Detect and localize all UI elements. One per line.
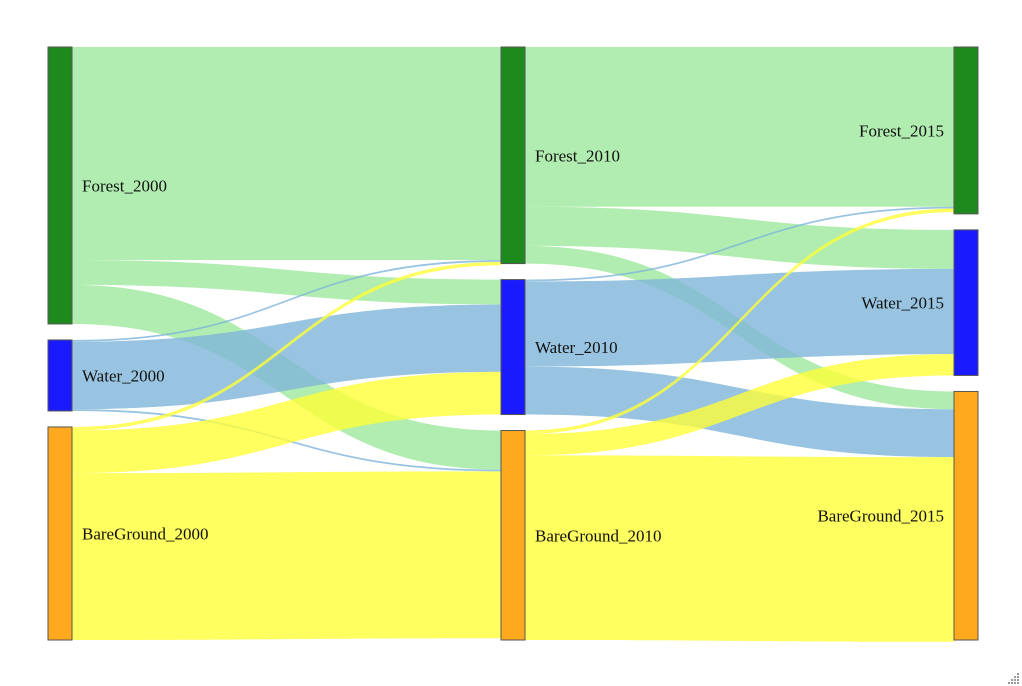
node-label-Forest_2010: Forest_2010 [535, 146, 620, 165]
link-BareGround_2000-to-Forest_2010[interactable] [72, 261, 501, 431]
link-BareGround_2000-to-Water_2010[interactable] [72, 371, 501, 474]
node-Forest_2015[interactable] [953, 46, 979, 215]
node-Water_2010[interactable] [500, 279, 526, 416]
node-Water_2015[interactable] [953, 229, 979, 376]
node-label-BareGround_2000: BareGround_2000 [82, 524, 209, 543]
resize-handle-icon[interactable] [1006, 670, 1020, 684]
link-Forest_2000-to-Water_2010[interactable] [72, 260, 501, 305]
labels-layer: Forest_2000 Water_2000 BareGround_2000 Fore… [82, 121, 944, 545]
link-Water_2010-to-Water_2015[interactable] [525, 268, 954, 367]
link-Forest_2010-to-Water_2015[interactable] [525, 206, 954, 269]
nodes-layer [47, 46, 979, 641]
link-BareGround_2010-to-Forest_2015[interactable] [525, 208, 954, 435]
node-Water_2000[interactable] [47, 339, 73, 412]
link-Forest_2000-to-Forest_2010[interactable] [72, 47, 501, 261]
link-BareGround_2010-to-Water_2015[interactable] [525, 354, 954, 456]
node-label-Forest_2000: Forest_2000 [82, 176, 167, 195]
node-label-BareGround_2010: BareGround_2010 [535, 526, 662, 545]
link-Water_2000-to-Forest_2010[interactable] [72, 260, 501, 342]
node-label-Forest_2015: Forest_2015 [859, 121, 944, 140]
node-BareGround_2010[interactable] [500, 430, 526, 641]
link-BareGround_2000-to-BareGround_2010[interactable] [72, 471, 501, 640]
node-BareGround_2000[interactable] [47, 426, 73, 641]
link-Water_2010-to-Forest_2015[interactable] [525, 206, 954, 282]
node-label-Water_2010: Water_2010 [535, 338, 618, 357]
node-label-Water_2000: Water_2000 [82, 366, 165, 385]
node-Forest_2010[interactable] [500, 46, 526, 265]
link-Forest_2010-to-Forest_2015[interactable] [525, 47, 954, 207]
link-BareGround_2010-to-BareGround_2015[interactable] [525, 455, 954, 642]
node-label-BareGround_2015: BareGround_2015 [817, 507, 944, 526]
link-Water_2000-to-Water_2010[interactable] [72, 304, 501, 410]
node-Forest_2000[interactable] [47, 46, 73, 325]
node-label-Water_2015: Water_2015 [861, 294, 944, 313]
links-layer [72, 47, 954, 642]
node-BareGround_2015[interactable] [953, 390, 979, 641]
